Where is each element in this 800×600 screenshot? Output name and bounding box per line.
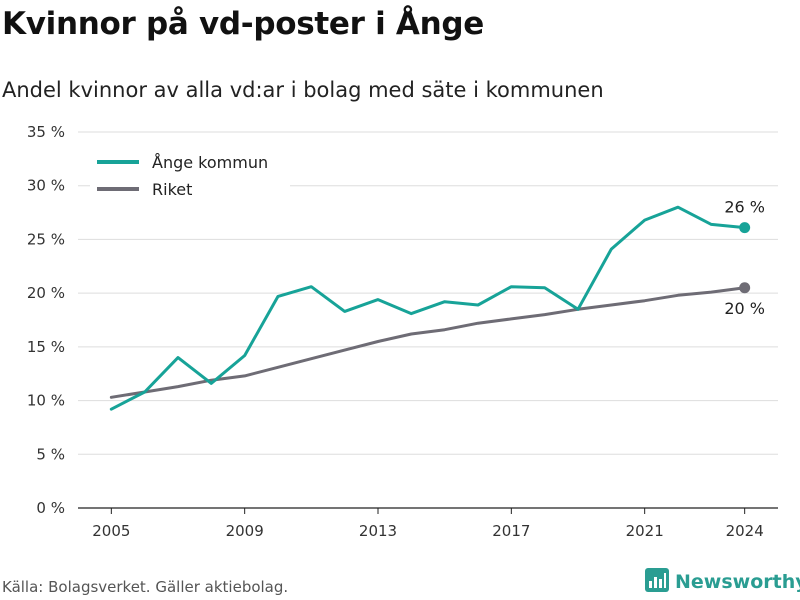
y-tick-label: 20 % xyxy=(27,284,65,302)
legend: Ånge kommun Riket xyxy=(90,146,290,208)
y-tick-label: 30 % xyxy=(27,177,65,195)
chart-title: Kvinnor på vd-poster i Ånge xyxy=(2,6,484,42)
source-note: Källa: Bolagsverket. Gäller aktiebolag. xyxy=(2,578,289,596)
brand-name: Newsworthy xyxy=(675,571,800,593)
brand-logo[interactable]: Newsworthy xyxy=(645,568,800,596)
x-tick-label: 2021 xyxy=(626,522,664,540)
y-tick-label: 10 % xyxy=(27,392,65,410)
x-tick-label: 2013 xyxy=(359,522,397,540)
series-lines: 20 % 26 % xyxy=(109,198,765,411)
y-tick-label: 0 % xyxy=(36,499,65,517)
bar-chart-logo-icon xyxy=(645,568,669,596)
x-axis-ticks: 2005 2009 2013 2017 2021 2024 xyxy=(92,508,764,540)
grid-lines xyxy=(78,131,778,509)
x-tick-label: 2005 xyxy=(92,522,130,540)
end-value-label: 20 % xyxy=(724,299,765,318)
x-tick-label: 2009 xyxy=(226,522,264,540)
series-end-point xyxy=(739,222,751,234)
y-tick-label: 5 % xyxy=(36,445,65,463)
legend-background xyxy=(90,146,290,208)
legend-label: Riket xyxy=(152,180,192,199)
x-tick-label: 2024 xyxy=(726,522,764,540)
x-tick-label: 2017 xyxy=(492,522,530,540)
y-axis-ticks: 0 % 5 % 10 % 15 % 20 % 25 % 30 % 35 % xyxy=(27,123,65,517)
series-line-ange xyxy=(109,205,747,411)
chart-subtitle: Andel kvinnor av alla vd:ar i bolag med … xyxy=(2,78,604,102)
end-value-label: 26 % xyxy=(724,198,765,217)
y-tick-label: 15 % xyxy=(27,338,65,356)
series-end-point xyxy=(739,282,751,294)
y-tick-label: 25 % xyxy=(27,230,65,248)
legend-label: Ånge kommun xyxy=(152,153,268,172)
y-tick-label: 35 % xyxy=(27,123,65,141)
